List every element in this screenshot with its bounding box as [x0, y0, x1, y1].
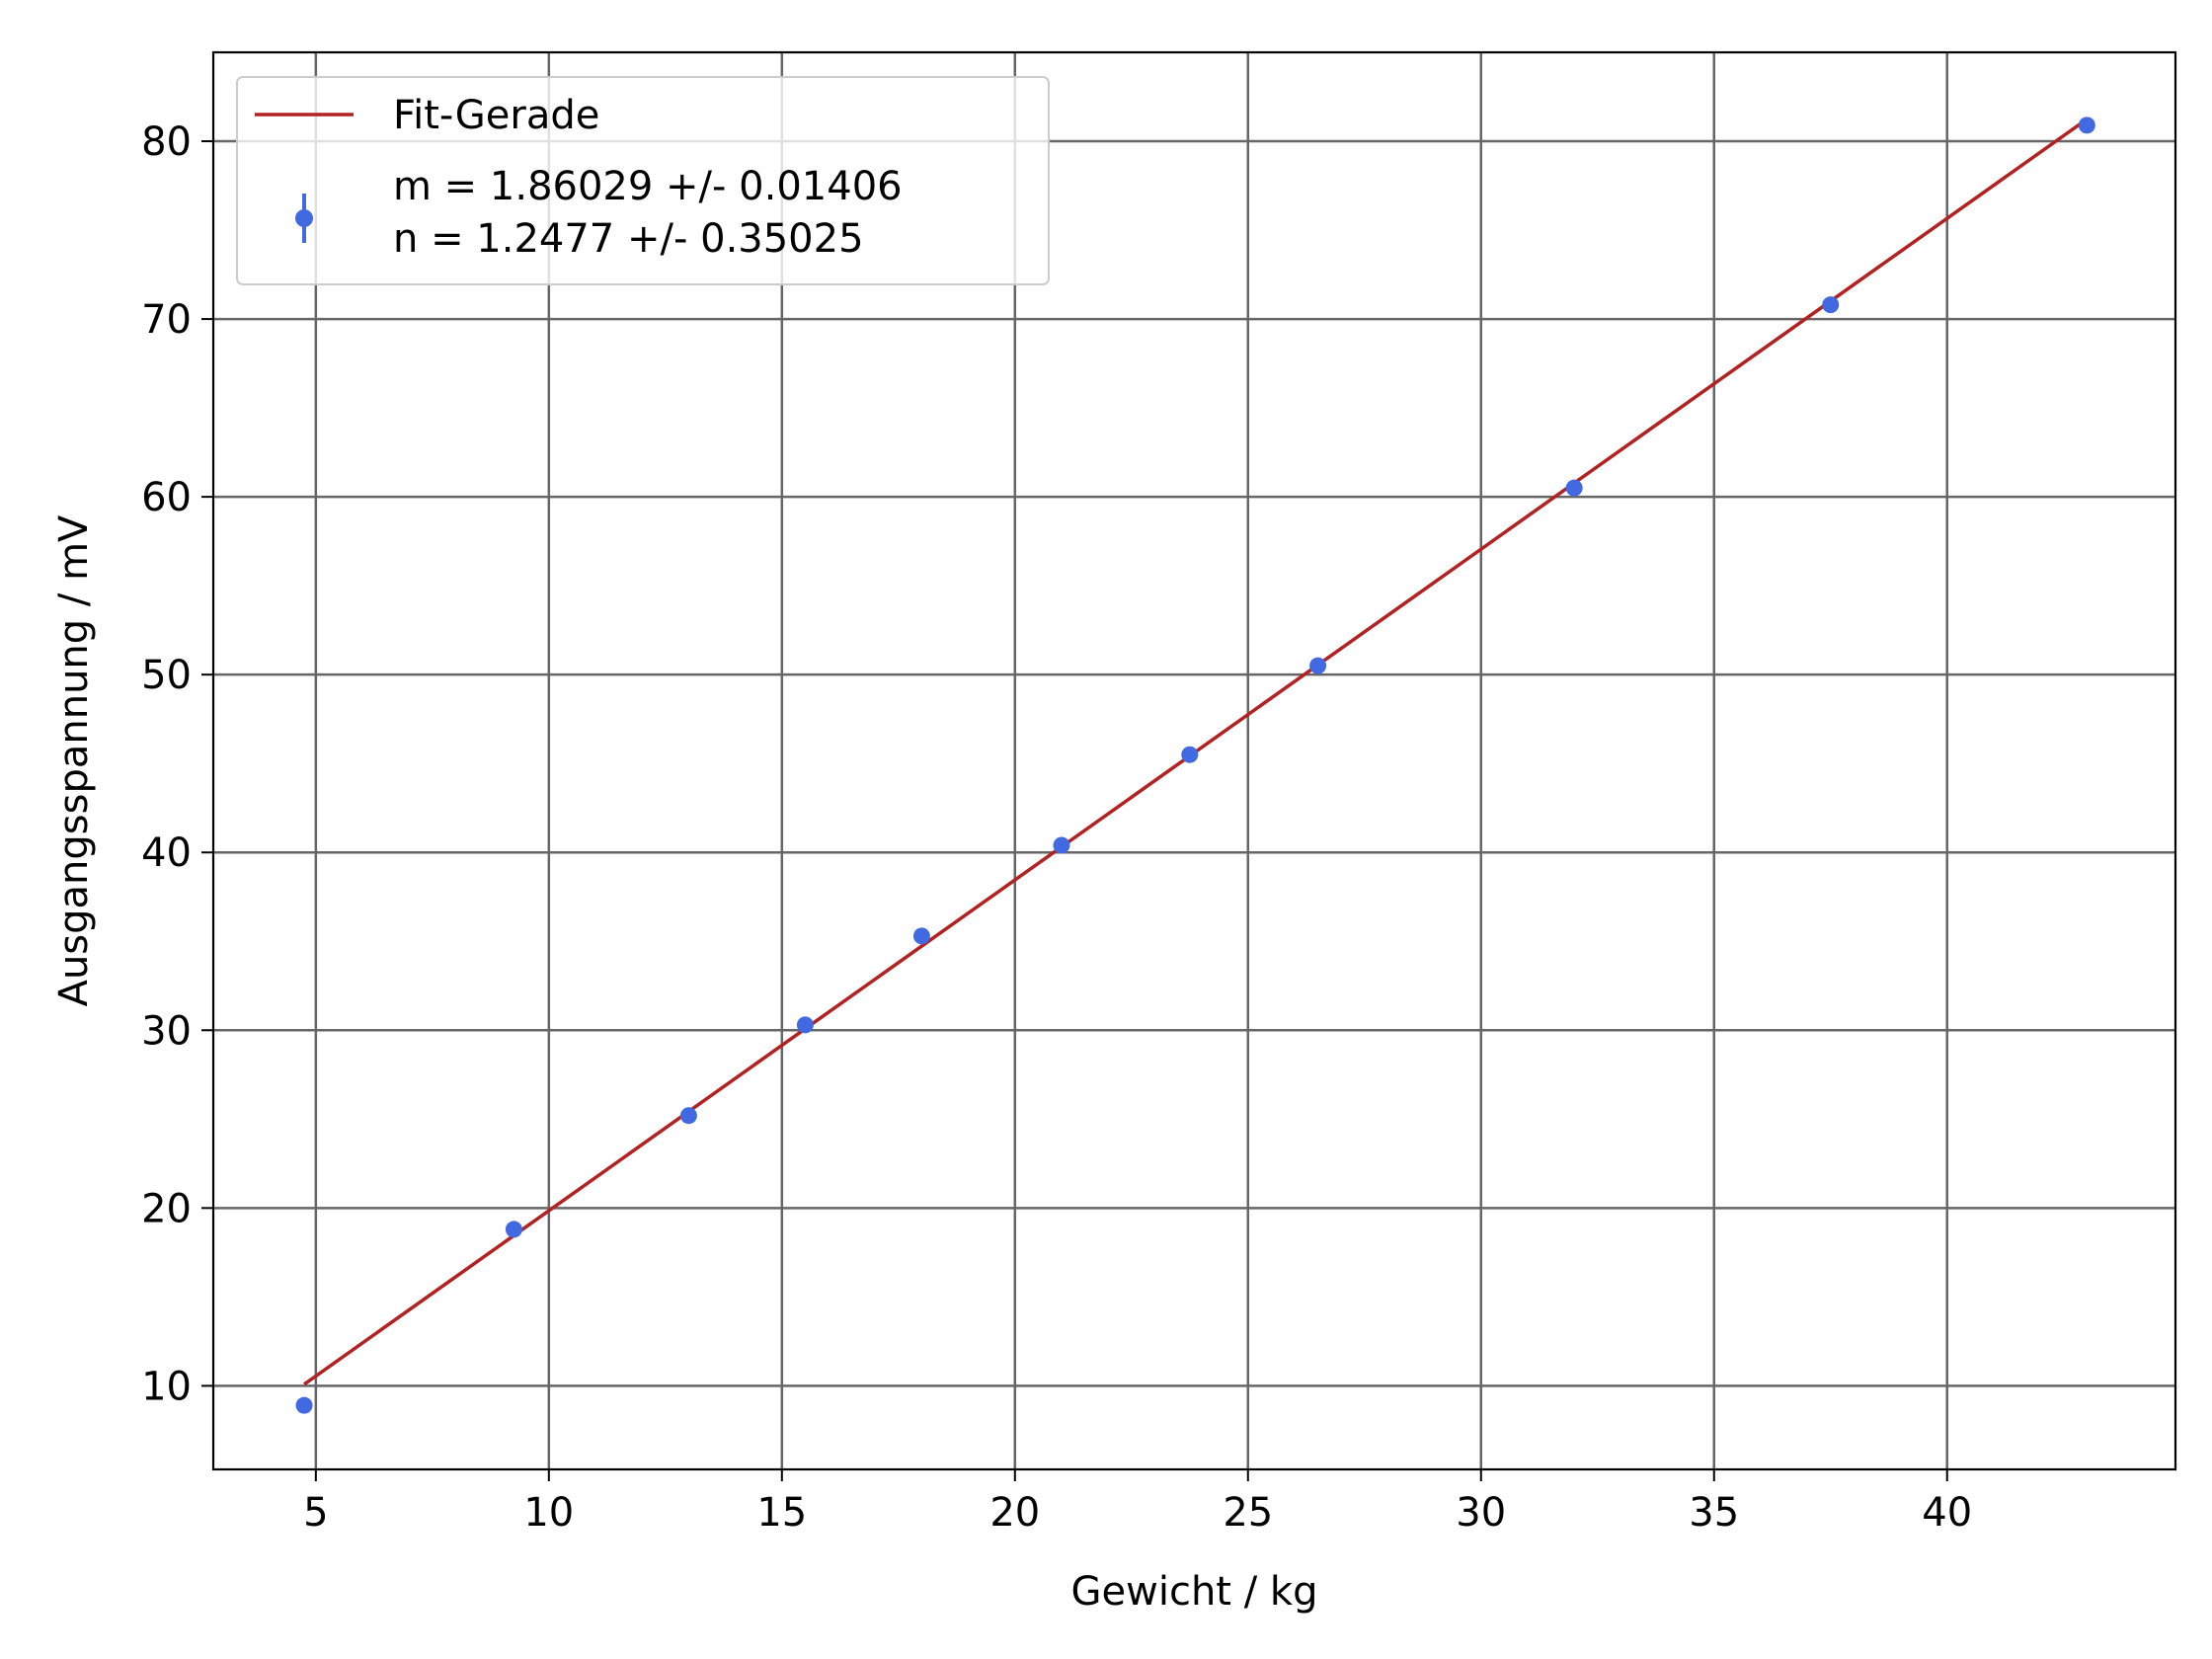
legend-point-marker — [295, 209, 313, 227]
y-tick-label: 80 — [141, 119, 192, 165]
data-point — [295, 1396, 313, 1414]
data-point — [1053, 836, 1070, 854]
y-tick-label: 40 — [141, 830, 192, 876]
y-tick-label: 50 — [141, 653, 192, 698]
data-point — [796, 1016, 814, 1034]
x-tick-label: 35 — [1689, 1490, 1739, 1536]
data-point — [1822, 296, 1840, 314]
data-point — [1565, 479, 1583, 497]
x-tick-label: 20 — [989, 1490, 1040, 1536]
x-tick-label: 30 — [1456, 1490, 1506, 1536]
y-tick-label: 20 — [141, 1186, 192, 1231]
x-tick-label: 40 — [1922, 1490, 1972, 1536]
x-tick-label: 25 — [1223, 1490, 1273, 1536]
data-points — [295, 117, 2095, 1414]
legend-fit-label: Fit-Gerade — [393, 93, 599, 138]
grid — [213, 52, 2175, 1469]
y-tick-label: 10 — [141, 1364, 192, 1409]
y-tick-label: 60 — [141, 475, 192, 520]
x-axis-label: Gewicht / kg — [1071, 1569, 1318, 1615]
plot-frame — [211, 50, 2177, 1471]
y-tick-label: 70 — [141, 297, 192, 343]
x-tick-label: 15 — [756, 1490, 807, 1536]
y-axis-ticks: 10 20 30 40 50 60 70 80 — [141, 119, 213, 1409]
data-point — [2078, 117, 2095, 134]
data-point — [505, 1221, 522, 1238]
x-tick-label: 10 — [523, 1490, 574, 1536]
x-axis-ticks: 5 10 15 20 25 30 35 40 — [303, 1469, 1972, 1536]
legend: Fit-Gerade m = 1.86029 +/- 0.01406 n = 1… — [236, 76, 1050, 285]
legend-slope-text: m = 1.86029 +/- 0.01406 — [393, 164, 903, 209]
data-point — [1181, 746, 1199, 763]
data-point — [1309, 657, 1327, 674]
y-axis-label: Ausgangsspannung / mV — [51, 514, 97, 1006]
data-point — [679, 1107, 697, 1125]
legend-box — [236, 76, 1050, 285]
x-tick-label: 5 — [303, 1490, 328, 1536]
y-tick-label: 30 — [141, 1008, 192, 1054]
data-point — [912, 927, 930, 945]
legend-intercept-text: n = 1.2477 +/- 0.35025 — [393, 216, 864, 262]
